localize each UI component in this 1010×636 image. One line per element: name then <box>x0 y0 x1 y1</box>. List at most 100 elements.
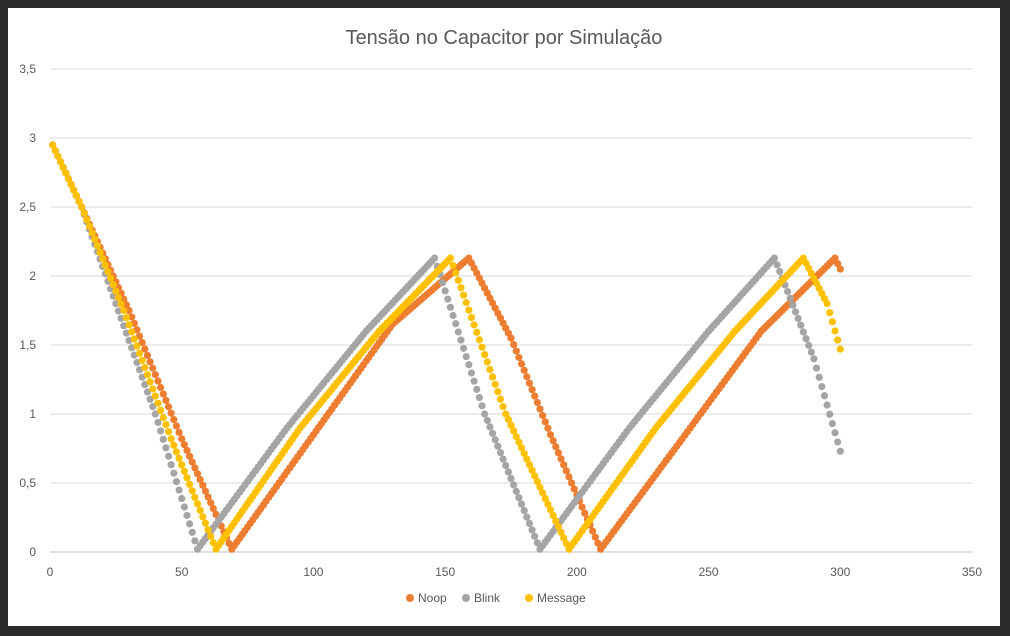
data-point <box>143 388 152 396</box>
data-point <box>146 378 154 386</box>
data-point <box>154 377 162 385</box>
data-point <box>828 419 836 428</box>
data-point <box>557 528 565 536</box>
data-point <box>201 487 210 495</box>
data-point <box>523 513 531 521</box>
data-point <box>143 351 152 360</box>
legend-marker-blink <box>462 594 470 602</box>
data-point <box>510 481 518 489</box>
data-point <box>135 332 144 340</box>
data-point <box>815 373 823 381</box>
data-point <box>157 383 165 392</box>
data-point <box>125 321 133 329</box>
data-point <box>125 306 133 315</box>
data-point <box>826 410 834 418</box>
data-point <box>91 235 99 243</box>
data-point <box>531 392 539 400</box>
data-point <box>138 356 146 365</box>
data-point <box>172 478 181 486</box>
data-point <box>93 242 102 250</box>
data-point <box>528 386 536 394</box>
series-message <box>49 141 844 553</box>
data-point <box>149 403 157 411</box>
y-tick-label: 1 <box>29 407 36 421</box>
data-point <box>812 364 821 372</box>
data-point <box>149 364 157 372</box>
data-point <box>533 478 541 486</box>
data-point <box>467 369 476 377</box>
data-point <box>496 449 505 457</box>
data-point <box>467 313 476 322</box>
data-point <box>175 486 183 494</box>
data-point <box>186 452 194 460</box>
data-point <box>117 300 125 308</box>
data-point <box>502 410 510 418</box>
data-point <box>175 454 183 462</box>
data-point <box>483 358 491 366</box>
y-tick-label: 1,5 <box>19 338 36 352</box>
data-point <box>557 455 565 463</box>
data-point <box>170 469 178 477</box>
data-point <box>199 481 207 489</box>
data-point <box>836 345 844 353</box>
x-tick-label: 150 <box>435 565 455 579</box>
data-point <box>438 279 447 287</box>
data-point <box>143 371 152 379</box>
data-point <box>491 380 499 388</box>
data-point <box>499 455 507 463</box>
data-point <box>178 494 186 503</box>
data-point <box>578 503 586 511</box>
data-point <box>552 517 560 525</box>
data-point <box>462 299 470 307</box>
x-tick-label: 300 <box>830 565 850 579</box>
data-point <box>486 423 494 431</box>
data-point <box>834 438 842 446</box>
data-point <box>459 344 468 352</box>
data-point <box>151 392 159 400</box>
legend-marker-message <box>525 594 533 602</box>
data-point <box>449 311 457 320</box>
data-point <box>449 261 457 270</box>
data-point <box>64 175 73 183</box>
data-point <box>549 511 557 520</box>
data-point <box>475 393 483 402</box>
data-point <box>520 507 528 515</box>
data-point <box>454 328 462 336</box>
axis-layer: 0 0,5 1 1,5 2 2,5 3 3,5 0 50 100 150 200 250 300 350 <box>19 62 982 579</box>
data-point <box>517 500 526 508</box>
y-tick-label: 0,5 <box>19 476 36 490</box>
data-point <box>541 418 549 426</box>
data-point <box>826 309 834 317</box>
data-point <box>799 328 808 336</box>
data-point <box>167 435 175 443</box>
data-point <box>207 532 215 540</box>
data-point <box>106 274 115 282</box>
data-point <box>135 349 144 357</box>
data-point <box>154 399 162 407</box>
data-point <box>199 513 207 521</box>
data-point <box>544 424 552 432</box>
data-point <box>151 371 159 379</box>
data-point <box>552 443 560 451</box>
data-point <box>72 192 80 200</box>
data-point <box>475 336 483 344</box>
data-point <box>823 300 831 308</box>
data-point <box>170 415 178 424</box>
data-point <box>452 269 460 277</box>
data-point <box>209 504 217 513</box>
data-point <box>180 503 188 511</box>
data-point <box>502 461 510 470</box>
data-point <box>180 467 188 475</box>
data-point <box>820 392 829 400</box>
data-point <box>54 152 62 160</box>
data-point <box>507 421 515 429</box>
data-point <box>207 499 215 507</box>
data-point <box>164 452 173 460</box>
x-tick-label: 50 <box>175 565 189 579</box>
x-tick-label: 0 <box>47 565 54 579</box>
data-point <box>462 352 470 361</box>
data-point <box>454 276 462 284</box>
data-point <box>128 313 136 321</box>
data-point <box>828 318 836 326</box>
data-point <box>188 528 196 536</box>
